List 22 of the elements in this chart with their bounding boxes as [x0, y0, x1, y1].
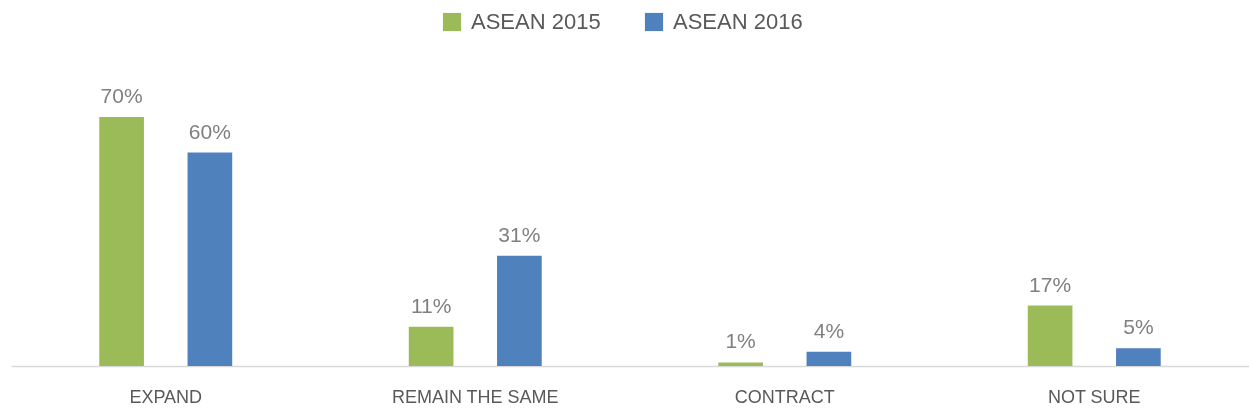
bar — [408, 326, 454, 366]
data-label: 17% — [1029, 272, 1072, 296]
bar — [187, 152, 233, 366]
x-tick-label: NOT SURE — [1047, 386, 1141, 407]
legend-label: ASEAN 2016 — [673, 9, 803, 34]
data-label: 70% — [100, 84, 143, 107]
data-label: 5% — [1123, 315, 1154, 339]
data-label: 1% — [725, 329, 756, 353]
bar — [1116, 348, 1161, 366]
x-tick-label: CONTRACT — [734, 386, 835, 407]
bar — [718, 362, 763, 366]
data-label: 31% — [498, 222, 541, 246]
data-label: 4% — [813, 318, 845, 342]
data-label: 11% — [410, 293, 452, 317]
legend-label: ASEAN 2015 — [471, 9, 601, 34]
bar — [1027, 305, 1073, 366]
bar — [497, 255, 542, 366]
bar — [806, 351, 852, 366]
data-label: 60% — [188, 119, 231, 143]
x-tick-label: EXPAND — [129, 386, 203, 407]
bar — [99, 117, 144, 366]
x-tick-label: REMAIN THE SAME — [391, 386, 559, 407]
